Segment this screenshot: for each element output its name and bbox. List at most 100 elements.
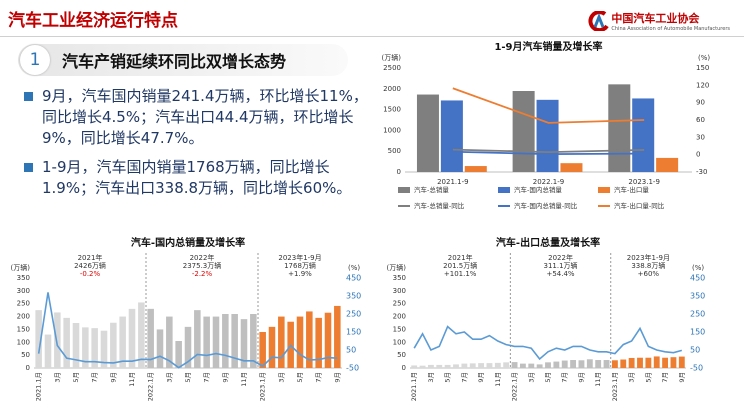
bar bbox=[91, 328, 98, 368]
bar bbox=[670, 357, 677, 368]
y-axis-label: (万辆) bbox=[11, 263, 31, 272]
y2-tick-label: 90 bbox=[696, 99, 705, 107]
legend-swatch bbox=[498, 187, 510, 193]
bar bbox=[620, 359, 627, 368]
y2-tick-label: -30 bbox=[696, 168, 707, 176]
bar bbox=[315, 317, 322, 368]
bar bbox=[222, 314, 229, 368]
line bbox=[452, 87, 645, 124]
bar bbox=[54, 312, 61, 368]
bar bbox=[440, 100, 463, 172]
y2-tick-label: -50 bbox=[690, 364, 703, 373]
y2-tick-label: 60 bbox=[696, 116, 705, 124]
annotation-period: 2022年 bbox=[190, 253, 215, 262]
bar bbox=[166, 316, 173, 368]
y-tick-label: 100 bbox=[393, 338, 406, 346]
x-tick-label: 11月 bbox=[594, 372, 602, 387]
bar bbox=[35, 310, 42, 368]
y-tick-label: 250 bbox=[17, 300, 30, 308]
annotation-growth: -2.2% bbox=[192, 270, 213, 278]
bar bbox=[334, 305, 341, 368]
y2-tick-label: 50 bbox=[346, 346, 356, 355]
legend-label: 汽车-总销量-同比 bbox=[414, 201, 465, 210]
y-tick-label: 150 bbox=[17, 325, 30, 333]
bar bbox=[511, 362, 518, 368]
bar bbox=[553, 361, 560, 368]
y-tick-label: 300 bbox=[393, 287, 406, 295]
y-tick-label: 150 bbox=[393, 325, 406, 333]
bar bbox=[419, 365, 426, 368]
y2-tick-label: 450 bbox=[690, 274, 705, 283]
bar bbox=[453, 364, 459, 368]
y2-tick-label: 350 bbox=[346, 292, 361, 301]
x-tick-label: 5月 bbox=[544, 372, 552, 383]
bar bbox=[175, 341, 182, 368]
bar bbox=[512, 91, 535, 172]
bar bbox=[128, 308, 136, 368]
x-tick-label: 2023.1月 bbox=[611, 372, 619, 401]
bar bbox=[461, 363, 468, 368]
bar bbox=[656, 157, 679, 172]
annotation-total: 338.8万辆 bbox=[631, 261, 665, 270]
bar bbox=[63, 317, 70, 368]
logo-en: China Association of Automobile Manufact… bbox=[611, 26, 730, 32]
bar bbox=[110, 322, 117, 368]
x-tick-label: 9月 bbox=[477, 372, 485, 383]
bar bbox=[561, 360, 568, 368]
x-tick-label: 2022.1月 bbox=[147, 372, 155, 401]
legend-label: 汽车-出口量 bbox=[614, 185, 649, 194]
bar bbox=[603, 360, 610, 368]
y-tick-label: 0 bbox=[26, 364, 30, 372]
bar bbox=[528, 363, 535, 368]
bar bbox=[478, 363, 485, 368]
bar bbox=[637, 357, 643, 368]
x-tick-label: 11月 bbox=[128, 372, 136, 387]
x-tick-label: 5月 bbox=[72, 372, 80, 383]
annotation-total: 2375.3万辆 bbox=[183, 261, 222, 270]
y2-tick-label: 350 bbox=[690, 292, 705, 301]
bar bbox=[250, 314, 257, 368]
bar bbox=[156, 329, 164, 368]
divider bbox=[0, 36, 744, 37]
x-tick-label: 2023.1-9 bbox=[628, 178, 659, 186]
bar bbox=[678, 356, 685, 368]
x-tick-label: 3月 bbox=[277, 372, 285, 383]
y2-tick-label: 150 bbox=[690, 328, 705, 337]
y2-tick-label: 150 bbox=[696, 64, 709, 72]
x-tick-label: 2021.1月 bbox=[410, 372, 418, 401]
bar bbox=[611, 360, 618, 368]
bar bbox=[436, 364, 443, 368]
logo-cn: 中国汽车工业协会 bbox=[611, 12, 700, 25]
bar bbox=[632, 98, 655, 172]
logo-icon bbox=[588, 11, 610, 31]
bar bbox=[464, 166, 487, 172]
bar bbox=[411, 365, 418, 368]
bar bbox=[545, 362, 551, 368]
bar bbox=[231, 314, 238, 368]
x-tick-label: 5月 bbox=[184, 372, 192, 383]
annotation-period: 2022年 bbox=[548, 253, 573, 262]
x-tick-label: 5月 bbox=[444, 372, 452, 383]
x-tick-label: 11月 bbox=[494, 372, 502, 387]
bar bbox=[82, 327, 89, 368]
bar bbox=[608, 84, 631, 172]
annotation-growth: +60% bbox=[638, 270, 660, 278]
bar bbox=[560, 163, 583, 172]
line bbox=[452, 148, 645, 154]
x-tick-label: 9月 bbox=[678, 372, 686, 383]
bar bbox=[44, 334, 52, 368]
bar bbox=[653, 356, 660, 368]
annotation-growth: +1.9% bbox=[288, 270, 312, 278]
bar bbox=[486, 363, 493, 368]
x-tick-label: 7月 bbox=[661, 372, 669, 383]
x-tick-label: 7月 bbox=[91, 372, 99, 383]
bar bbox=[519, 363, 526, 368]
annotation-period: 2023年1-9月 bbox=[278, 253, 321, 262]
x-tick-label: 3月 bbox=[53, 372, 61, 383]
y-tick-label: 1000 bbox=[383, 126, 401, 134]
section-number: 1 bbox=[20, 45, 50, 75]
x-tick-label: 3月 bbox=[165, 372, 173, 383]
y-tick-label: 0 bbox=[402, 364, 406, 372]
annotation-growth: +54.4% bbox=[546, 270, 574, 278]
